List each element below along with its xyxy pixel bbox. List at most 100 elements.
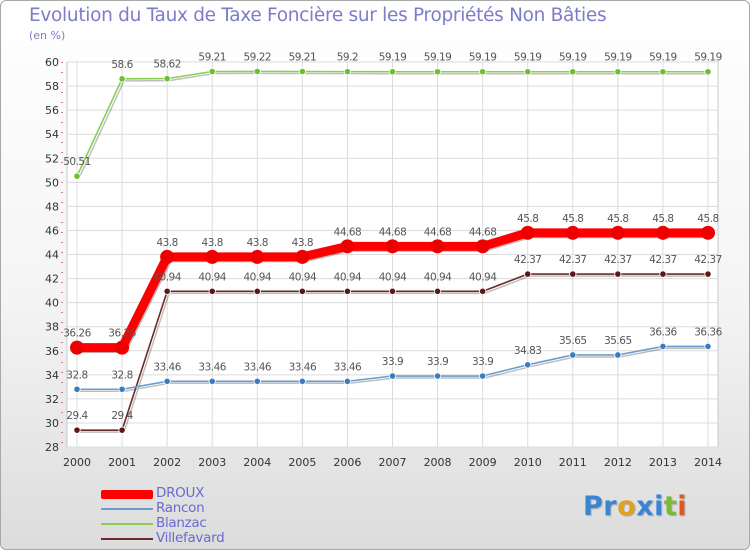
legend-item-rancon: Rancon [101,501,301,516]
x-tick-label: 2007 [379,456,407,469]
data-point [704,68,712,76]
data-point [163,287,171,295]
legend-label: Blanzac [156,515,207,531]
data-point [298,287,306,295]
data-label: 45.8 [517,213,538,225]
x-tick-label: 2013 [649,456,677,469]
data-label: 59.19 [424,52,452,64]
y-tick-label: 36 [45,345,59,358]
data-label: 59.21 [289,52,317,64]
data-point [298,377,306,385]
data-label: 33.46 [153,361,181,373]
y-tick-label: 48 [45,200,59,213]
data-label: 59.19 [559,52,587,64]
data-point [704,270,712,278]
data-point [208,377,216,385]
data-point [73,172,81,180]
data-label: 33.9 [382,356,403,368]
y-tick-label: 56 [45,104,59,117]
data-label: 32.8 [66,369,87,381]
data-label: 42.37 [649,254,677,266]
y-tick-label: 54 [45,128,59,141]
logo-letter: r [603,491,618,522]
data-point [295,249,310,264]
y-tick-label: 58 [45,80,59,93]
y-tick-label: 38 [45,321,59,334]
data-label: 29.4 [66,410,88,422]
data-label: 42.37 [559,254,587,266]
data-label: 59.19 [379,52,407,64]
y-tick-label: 50 [45,176,59,189]
data-label: 44.68 [469,226,497,238]
legend-swatch [101,523,153,525]
data-point [208,67,216,76]
data-point [253,377,261,385]
logo-letter: x [636,491,655,522]
data-point [298,67,306,76]
data-label: 42.37 [514,254,542,266]
data-label: 33.46 [289,361,317,373]
data-point [388,68,397,76]
data-label: 36.26 [108,328,136,340]
data-point [659,68,667,76]
data-point [524,361,532,369]
data-label: 40.94 [424,271,452,283]
data-label: 35.65 [604,335,632,347]
chart-title: Evolution du Taux de Taxe Foncière sur l… [29,5,607,26]
data-label: 36.36 [694,326,722,338]
y-tick-label: 60 [45,56,59,69]
unit-label: (en %) [29,29,66,42]
data-point [475,239,490,254]
data-label: 44.68 [424,226,452,238]
data-point [655,225,670,240]
data-label: 59.19 [604,52,632,64]
data-point [340,239,355,254]
data-point [569,68,577,76]
y-tick-label: 30 [45,417,59,430]
legend-item-villefavard: Villefavard [101,531,301,546]
data-point [659,270,667,278]
data-label: 40.94 [198,271,226,283]
data-label: 59.19 [649,52,677,64]
y-tick-label: 28 [45,441,59,454]
data-point [701,225,715,240]
data-label: 40.94 [379,271,407,283]
data-point [614,68,622,76]
logo-letter: P [583,491,604,522]
data-point [253,287,261,295]
legend-swatch [101,489,153,499]
x-tick-label: 2006 [333,456,361,469]
data-point [118,75,126,83]
data-point [479,68,487,76]
data-label: 33.46 [198,361,226,373]
data-point [343,377,352,385]
x-tick-label: 2001 [108,456,136,469]
x-tick-label: 2008 [424,456,452,469]
data-point [433,68,442,76]
data-label: 44.68 [334,226,362,238]
data-point [659,342,667,351]
x-tick-label: 2012 [604,456,632,469]
data-point [479,287,487,295]
legend-swatch [101,538,153,540]
data-point [565,225,580,240]
x-tick-label: 2011 [559,456,587,469]
data-label: 45.8 [697,213,718,225]
proxiti-logo: Proxiti [583,491,687,522]
x-tick-label: 2010 [514,456,542,469]
data-label: 40.94 [469,271,497,283]
data-label: 43.8 [292,237,313,249]
y-tick-label: 32 [45,393,59,406]
logo-letter: t [663,491,678,522]
logo-letter: o [617,491,637,522]
legend-swatch [101,508,153,510]
data-point [433,287,442,295]
data-label: 33.46 [244,361,272,373]
data-point [163,75,171,83]
data-label: 40.94 [244,271,272,283]
data-label: 45.8 [607,213,628,225]
data-point [388,287,397,295]
data-label: 59.21 [198,52,226,64]
data-point [343,287,352,295]
